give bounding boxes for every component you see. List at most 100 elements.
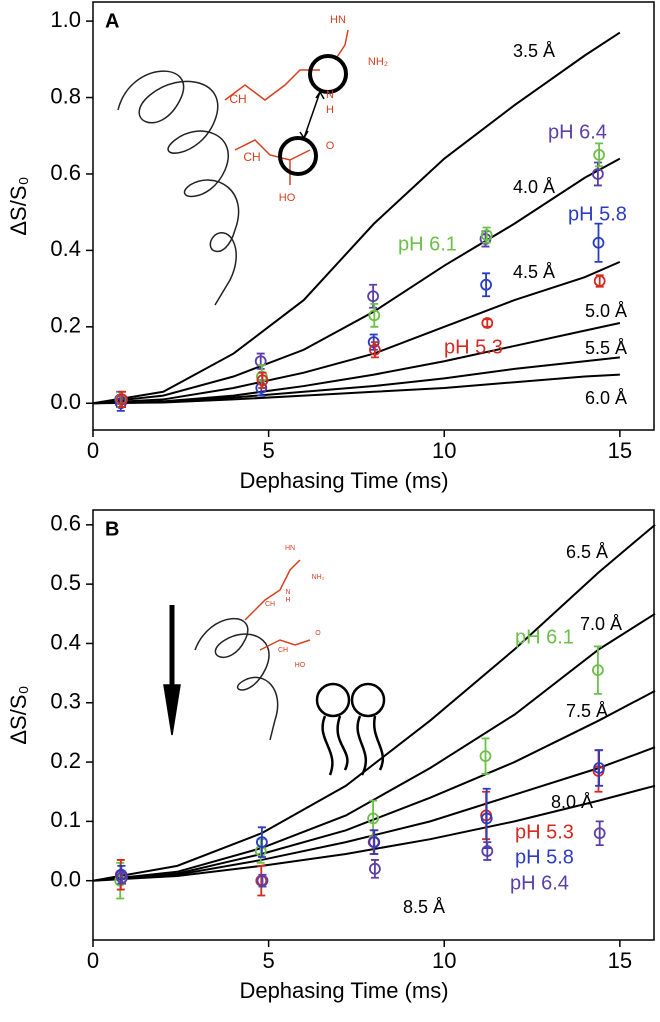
curve-label: 8.0 Å (551, 792, 593, 812)
plot-frame (92, 509, 655, 941)
inset-label: CH (278, 647, 288, 654)
y-tick-label: 0.1 (50, 807, 81, 832)
x-tick-label: 5 (263, 438, 275, 463)
y-axis-title: ΔS/S₀ (6, 685, 31, 744)
inset-label: N (285, 589, 290, 596)
series-label: pH 5.3 (444, 336, 503, 358)
series-label: pH 6.4 (510, 872, 569, 894)
data-point (254, 845, 267, 857)
error-bar (481, 737, 490, 775)
model-curve (92, 690, 656, 882)
data-point (256, 374, 269, 387)
error-bar (370, 302, 379, 328)
y-tick-label: 0.6 (50, 511, 81, 536)
data-point (368, 836, 381, 849)
y-tick-label: 0.8 (50, 83, 81, 108)
panel-label: A (105, 10, 119, 32)
data-point (481, 317, 494, 329)
model-curve (92, 612, 656, 882)
data-point (480, 278, 493, 291)
series-label: pH 6.1 (398, 233, 457, 255)
curve-label: 7.5 Å (566, 701, 608, 721)
plot-frame (92, 1, 655, 431)
x-tick-label: 10 (432, 948, 456, 973)
inset-label: HN (330, 14, 346, 26)
data-point (593, 827, 606, 840)
series-label: pH 5.3 (515, 821, 574, 843)
data-point (593, 275, 606, 287)
data-point (592, 664, 604, 677)
error-bar (482, 272, 491, 298)
x-tick-label: 10 (432, 438, 456, 463)
x-axis-title: Dephasing Time (ms) (239, 978, 448, 1003)
inset-label: HO (295, 662, 306, 669)
error-bar (257, 826, 266, 858)
x-tick-label: 15 (608, 948, 632, 973)
curve-label: 7.0 Å (580, 614, 622, 634)
panel-label: B (105, 518, 119, 540)
curve-label: 4.0 Å (513, 177, 555, 197)
y-tick-label: 0.4 (50, 629, 81, 654)
curve-label: 4.5 Å (513, 262, 555, 282)
data-point (368, 309, 381, 322)
error-bar (483, 318, 492, 328)
data-point (255, 836, 268, 849)
x-tick-label: 0 (87, 438, 99, 463)
error-bar (118, 870, 126, 885)
error-bar (593, 645, 602, 695)
model-curve (92, 373, 620, 405)
data-point (479, 750, 492, 763)
y-tick-label: 0.6 (50, 160, 81, 185)
error-bar (595, 142, 604, 168)
data-point (592, 236, 605, 249)
curve-label: 5.0 Å (585, 301, 627, 321)
inset-label: H (285, 597, 290, 604)
series-label: pH 5.8 (568, 203, 627, 225)
model-curve (92, 31, 621, 405)
data-point (367, 290, 380, 303)
inset-label: N (326, 89, 334, 101)
inset-label: O (315, 630, 321, 637)
curve-label: 5.5 Å (585, 338, 627, 358)
y-axis-title: ΔS/S₀ (6, 176, 31, 235)
curve-label: 8.5 Å (403, 897, 445, 917)
data-point (481, 845, 494, 857)
y-tick-label: 0.4 (50, 236, 81, 261)
curve-label: 3.5 Å (513, 41, 555, 61)
x-tick-label: 0 (87, 948, 99, 973)
x-axis-title: Dephasing Time (ms) (239, 468, 448, 493)
inset-label: H (326, 104, 334, 116)
data-point (480, 812, 493, 825)
error-bar (370, 859, 379, 879)
model-curve (92, 784, 656, 882)
error-bar (258, 873, 267, 888)
y-tick-label: 0.2 (50, 313, 81, 338)
inset-label: CH (229, 92, 246, 106)
inset-label: NH₂ (312, 574, 325, 581)
y-tick-label: 0.5 (50, 570, 81, 595)
data-point (254, 355, 267, 368)
y-tick-label: 0.0 (50, 867, 81, 892)
inset-b (163, 559, 386, 776)
y-tick-label: 0.0 (50, 389, 81, 414)
inset-label: CH (243, 150, 260, 164)
error-bar (257, 864, 266, 897)
inset-label: NH₂ (368, 56, 388, 68)
data-point (593, 148, 605, 161)
inset-label: HN (285, 545, 295, 552)
curve-label: 6.0 Å (585, 388, 627, 408)
data-point (256, 874, 269, 887)
data-point (593, 762, 605, 774)
series-label: pH 6.4 (548, 121, 607, 143)
error-bar (595, 749, 604, 787)
data-point (480, 229, 493, 242)
data-point (592, 168, 604, 180)
inset-label: O (326, 140, 335, 152)
inset-a (117, 29, 349, 306)
error-bar (370, 829, 379, 855)
inset-label: HO (279, 192, 296, 204)
model-curve (92, 746, 656, 882)
model-curve (92, 260, 621, 405)
model-curve (92, 322, 621, 405)
